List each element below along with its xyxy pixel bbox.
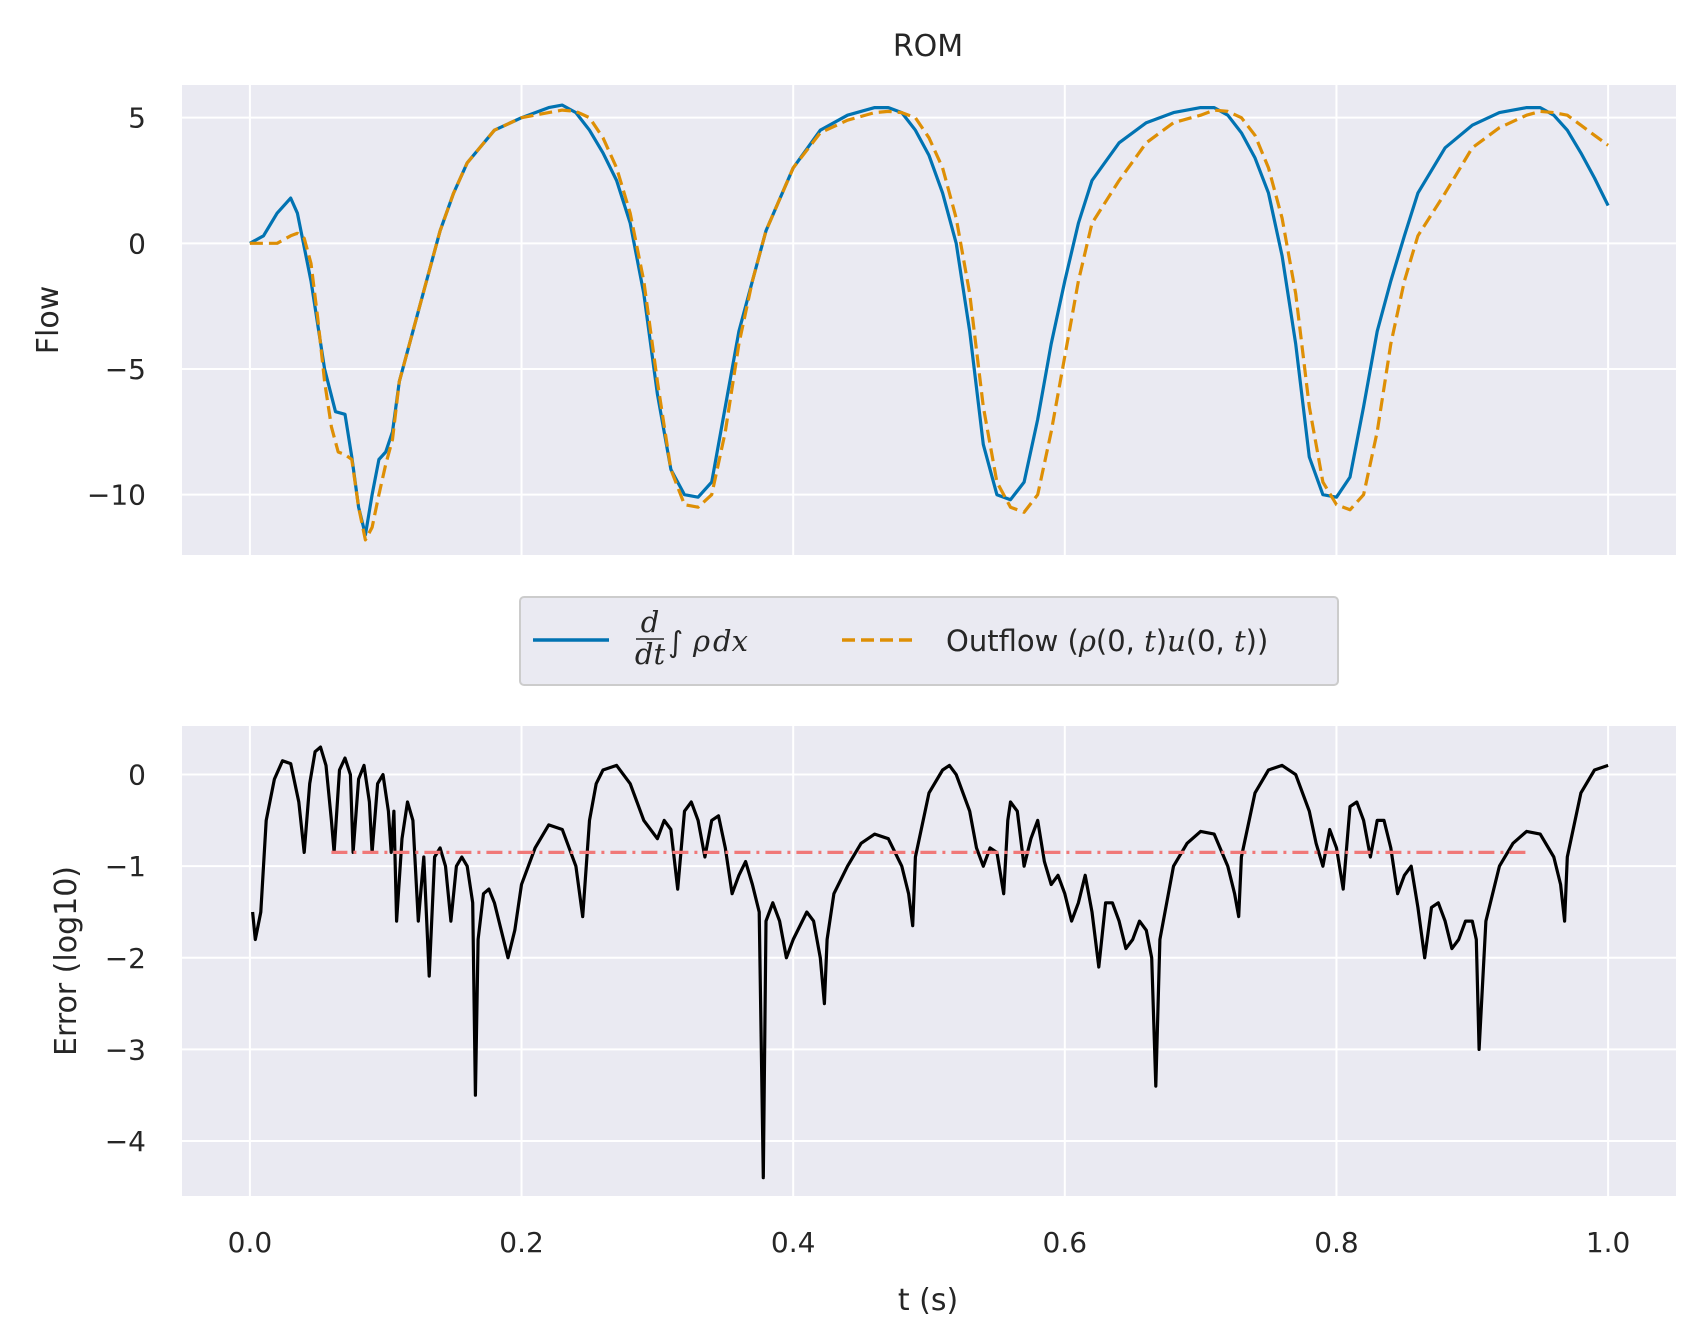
panel-top: ROM 5 0 −5 −10 Flow (31, 29, 1676, 555)
bot-x-tick-label-0: 0.0 (228, 1226, 273, 1259)
legend: d dt ∫ ρ dx Outflow (ρ(0, t)u(0, t)) (519, 596, 1339, 686)
legend-dt: dt (635, 637, 666, 671)
bottom-y-axis-label: Error (log10) (49, 866, 84, 1056)
bot-x-tick-label-2: 0.4 (771, 1226, 816, 1259)
legend-outflow-t1: t (1144, 624, 1156, 658)
top-gridlines (182, 85, 1676, 555)
top-y-tick-label-3: −10 (87, 479, 146, 512)
top-y-axis-label: Flow (31, 286, 66, 354)
top-series-outflow-line (249, 108, 1610, 542)
top-y-tick-label-2: −5 (105, 353, 146, 386)
bot-y-tick-label-0: 0 (128, 759, 146, 792)
bottom-y-tick-labels: 0 −1 −2 −3 −4 (105, 759, 146, 1158)
bot-x-tick-label-5: 1.0 (1586, 1226, 1631, 1259)
bot-x-tick-label-3: 0.6 (1043, 1226, 1088, 1259)
bot-x-tick-label-1: 0.2 (499, 1226, 544, 1259)
legend-label-derivative: d dt ∫ ρ dx (635, 605, 748, 671)
top-y-tick-label-0: 5 (128, 102, 146, 135)
legend-outflow-close2: )) (1246, 624, 1269, 658)
panel-bottom: 0 −1 −2 −3 −4 0.0 0.2 0.4 0.6 0.8 1.0 Error (log1… (49, 726, 1676, 1318)
legend-outflow-args2: (0, (1186, 624, 1234, 658)
legend-rho: ρ (692, 624, 710, 658)
top-y-tick-label-1: 0 (128, 227, 146, 260)
legend-frame (519, 596, 1339, 686)
bot-x-tick-label-4: 0.8 (1314, 1226, 1359, 1259)
legend-outflow-t2: t (1234, 624, 1246, 658)
legend-integral: ∫ (668, 625, 683, 659)
bot-y-tick-label-4: −4 (105, 1125, 146, 1158)
legend-d: d (641, 605, 660, 639)
legend-outflow-prefix: Outflow ( (946, 624, 1079, 658)
bottom-x-tick-labels: 0.0 0.2 0.4 0.6 0.8 1.0 (228, 1226, 1631, 1259)
top-series (249, 103, 1610, 542)
bot-y-tick-label-1: −1 (105, 850, 146, 883)
legend-dx: dx (713, 624, 748, 658)
legend-outflow-args1: (0, (1096, 624, 1144, 658)
legend-outflow-u: u (1167, 624, 1186, 658)
bot-y-tick-label-2: −2 (105, 942, 146, 975)
bottom-series (251, 745, 1609, 1180)
top-plot-background (182, 85, 1676, 555)
bottom-gridlines (182, 726, 1676, 1196)
bot-series-error-line (251, 745, 1609, 1180)
legend-outflow-rho: ρ (1078, 624, 1096, 658)
bot-y-tick-label-3: −3 (105, 1033, 146, 1066)
legend-label-outflow: Outflow (ρ(0, t)u(0, t)) (946, 624, 1268, 658)
top-title: ROM (893, 29, 963, 64)
legend-outflow-close1: ) (1156, 624, 1167, 658)
bottom-x-axis-label: t (s) (898, 1283, 958, 1318)
top-y-tick-labels: 5 0 −5 −10 (87, 102, 146, 512)
